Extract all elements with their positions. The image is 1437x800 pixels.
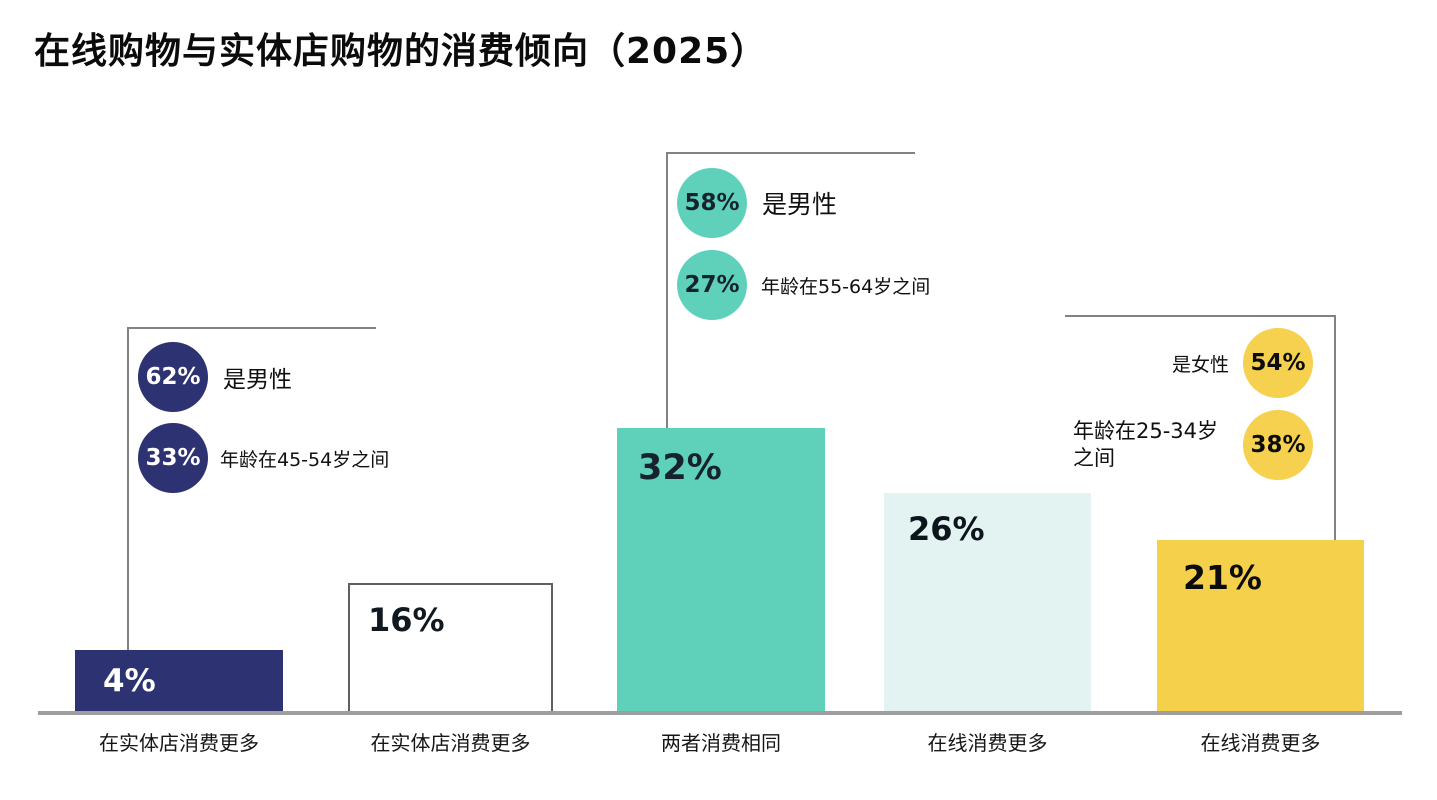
- callout-middle-age-row: 27% 年龄在55-64岁之间: [677, 250, 930, 320]
- stat-value: 38%: [1250, 432, 1306, 458]
- stat-value: 62%: [145, 364, 201, 390]
- category-label-4: 在线消费更多: [927, 731, 1048, 755]
- category-label-5: 在线消费更多: [1200, 731, 1321, 755]
- category-label-3: 两者消费相同: [661, 731, 781, 755]
- stat-circle-62: 62%: [138, 342, 208, 412]
- callout-left-age-row: 33% 年龄在45-54岁之间: [138, 423, 389, 493]
- stat-circle-58: 58%: [677, 168, 747, 238]
- stat-circle-33: 33%: [138, 423, 208, 493]
- x-axis-line: [38, 711, 1402, 715]
- stat-value: 58%: [684, 190, 740, 216]
- bar-in-store-more-16: 16%: [348, 583, 553, 713]
- stat-circle-54: 54%: [1243, 328, 1313, 398]
- category-label-1: 在实体店消费更多: [99, 731, 259, 755]
- category-label-2: 在实体店消费更多: [370, 731, 531, 755]
- stat-label: 是男性: [223, 367, 292, 393]
- stat-label: 年龄在25-34岁之间: [1073, 418, 1219, 470]
- stat-label: 年龄在45-54岁之间: [220, 448, 390, 471]
- stat-value: 27%: [684, 272, 740, 298]
- stat-label: 是男性: [762, 190, 838, 219]
- callout-right-age-row: 年龄在25-34岁之间 38%: [1073, 410, 1313, 480]
- callout-right-gender-row: 是女性 54%: [1073, 328, 1313, 398]
- bar-value-label: 32%: [638, 448, 722, 488]
- stat-label: 年龄在55-64岁之间: [761, 275, 931, 298]
- stat-value: 33%: [145, 445, 201, 471]
- bar-online-more-21: 21%: [1157, 540, 1364, 713]
- bar-online-more-26: 26%: [884, 493, 1091, 713]
- callout-leader-middle: [666, 152, 915, 429]
- callout-leader-left: [127, 327, 376, 652]
- callout-leader-right: [1065, 315, 1336, 541]
- bar-same-spend-32: 32%: [617, 428, 825, 713]
- stat-circle-38: 38%: [1243, 410, 1313, 480]
- bar-value-label: 21%: [1183, 558, 1262, 597]
- callout-left-gender-row: 62% 是男性: [138, 342, 292, 412]
- bar-value-label: 16%: [368, 601, 445, 639]
- stat-circle-27: 27%: [677, 250, 747, 320]
- bar-value-label: 26%: [908, 510, 985, 548]
- bar-value-label: 4%: [103, 663, 156, 699]
- chart-title: 在线购物与实体店购物的消费倾向（2025）: [34, 31, 768, 72]
- bar-in-store-more-4: 4%: [75, 650, 283, 713]
- stat-value: 54%: [1250, 350, 1306, 376]
- stat-label: 是女性: [1171, 353, 1229, 376]
- callout-middle-gender-row: 58% 是男性: [677, 168, 837, 238]
